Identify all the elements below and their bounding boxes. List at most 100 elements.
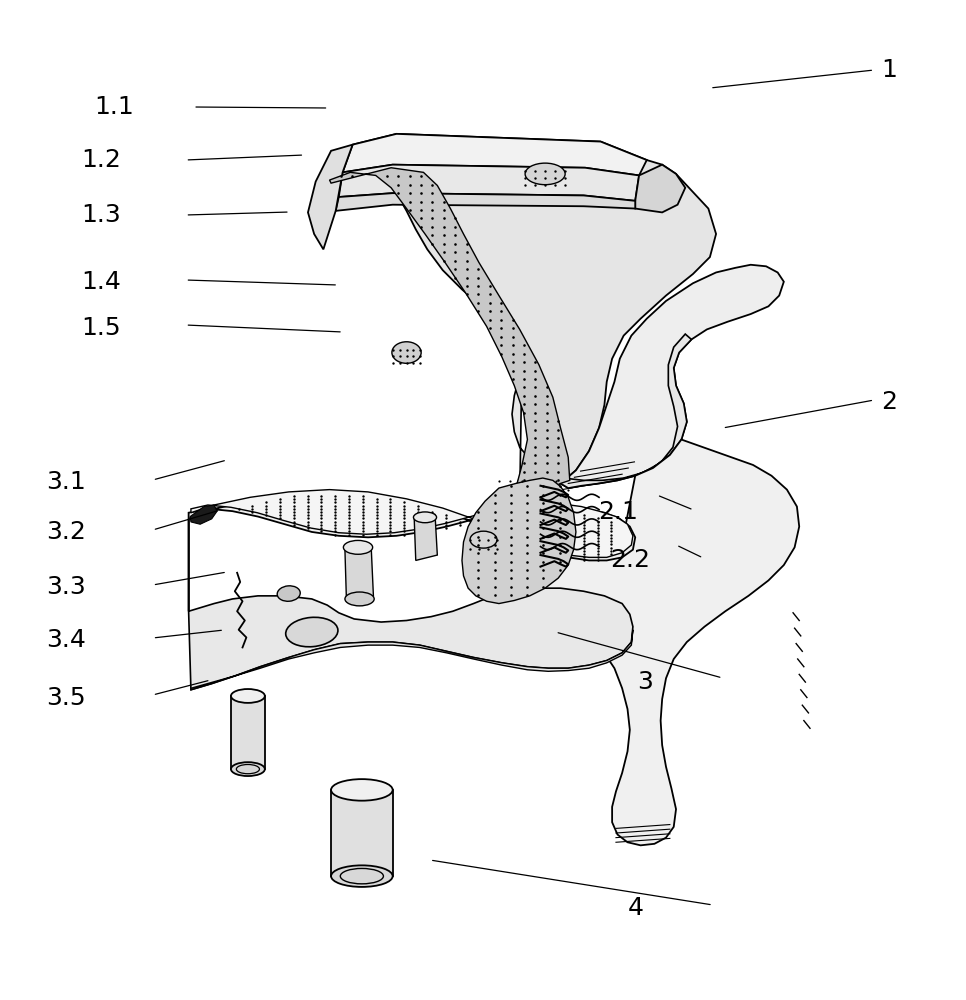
Text: 1.1: 1.1 bbox=[94, 95, 134, 119]
Point bbox=[507, 527, 523, 543]
Polygon shape bbox=[231, 696, 265, 769]
Point bbox=[480, 541, 496, 557]
Point bbox=[552, 487, 567, 503]
Polygon shape bbox=[331, 790, 392, 876]
Point bbox=[424, 507, 440, 523]
Point bbox=[516, 371, 531, 387]
Point bbox=[369, 498, 384, 514]
Point bbox=[516, 464, 531, 480]
Point bbox=[355, 517, 371, 533]
Point bbox=[503, 478, 519, 494]
Point bbox=[590, 536, 606, 552]
Point bbox=[299, 504, 315, 520]
Point bbox=[437, 210, 452, 226]
Point bbox=[314, 501, 329, 517]
Point bbox=[562, 520, 578, 536]
Point bbox=[327, 498, 343, 514]
Point bbox=[402, 202, 417, 218]
Point bbox=[551, 472, 566, 488]
Text: 1.4: 1.4 bbox=[81, 270, 122, 294]
Point bbox=[447, 244, 463, 260]
Point bbox=[505, 371, 521, 387]
Point bbox=[551, 413, 566, 429]
Point bbox=[327, 510, 343, 526]
Point bbox=[562, 540, 578, 556]
Point bbox=[411, 510, 426, 526]
Point bbox=[552, 529, 567, 545]
Point bbox=[527, 430, 543, 446]
Point bbox=[535, 562, 551, 578]
Point bbox=[355, 514, 371, 530]
Point bbox=[397, 504, 412, 520]
Point bbox=[604, 540, 619, 556]
Point bbox=[562, 546, 578, 562]
Point bbox=[534, 520, 550, 536]
Point bbox=[327, 517, 343, 533]
Point bbox=[549, 514, 564, 530]
Point bbox=[590, 533, 606, 549]
Point bbox=[272, 501, 288, 517]
Point bbox=[299, 517, 315, 533]
Point bbox=[425, 177, 440, 193]
Point bbox=[549, 546, 564, 562]
Point bbox=[459, 270, 474, 286]
Point bbox=[521, 507, 536, 523]
Point bbox=[314, 491, 329, 507]
Point bbox=[539, 413, 554, 429]
Point bbox=[402, 185, 417, 201]
Point bbox=[539, 405, 554, 421]
Point bbox=[516, 346, 531, 362]
Point bbox=[487, 554, 502, 570]
Point bbox=[355, 520, 371, 536]
Point bbox=[286, 498, 301, 514]
Text: 3.5: 3.5 bbox=[45, 686, 86, 710]
Point bbox=[425, 210, 440, 226]
Point bbox=[341, 517, 356, 533]
Point bbox=[447, 219, 463, 235]
Point bbox=[384, 348, 400, 364]
Point bbox=[562, 530, 578, 546]
Point bbox=[527, 354, 543, 370]
Point bbox=[411, 498, 426, 514]
Point bbox=[527, 439, 543, 455]
Point bbox=[487, 520, 502, 536]
Point bbox=[516, 337, 531, 353]
Point bbox=[447, 270, 463, 286]
Polygon shape bbox=[414, 514, 438, 560]
Point bbox=[516, 481, 531, 497]
Point bbox=[576, 530, 591, 546]
Point bbox=[314, 510, 329, 526]
Point bbox=[549, 517, 564, 533]
Point bbox=[286, 488, 301, 504]
Point bbox=[576, 549, 591, 565]
Point bbox=[520, 537, 535, 553]
Point bbox=[341, 520, 356, 536]
Point bbox=[552, 537, 567, 553]
Point bbox=[470, 579, 486, 595]
Point bbox=[383, 520, 398, 536]
Point bbox=[482, 286, 497, 302]
Point bbox=[447, 253, 463, 269]
Point bbox=[520, 545, 535, 561]
Point bbox=[452, 514, 468, 530]
Point bbox=[299, 488, 315, 504]
Point bbox=[470, 545, 486, 561]
Point bbox=[413, 185, 429, 201]
Point bbox=[327, 514, 343, 530]
Point bbox=[272, 507, 288, 523]
Point bbox=[534, 543, 550, 559]
Point bbox=[487, 570, 502, 586]
Point bbox=[355, 507, 371, 523]
Point bbox=[314, 507, 329, 523]
Ellipse shape bbox=[286, 617, 338, 647]
Point bbox=[505, 346, 521, 362]
Point bbox=[413, 202, 429, 218]
Point bbox=[516, 455, 531, 471]
Point bbox=[551, 447, 566, 463]
Text: 3: 3 bbox=[638, 670, 653, 694]
Point bbox=[470, 261, 486, 277]
Point bbox=[299, 507, 315, 523]
Point bbox=[411, 504, 426, 520]
Point bbox=[549, 533, 564, 549]
Point bbox=[425, 185, 440, 201]
